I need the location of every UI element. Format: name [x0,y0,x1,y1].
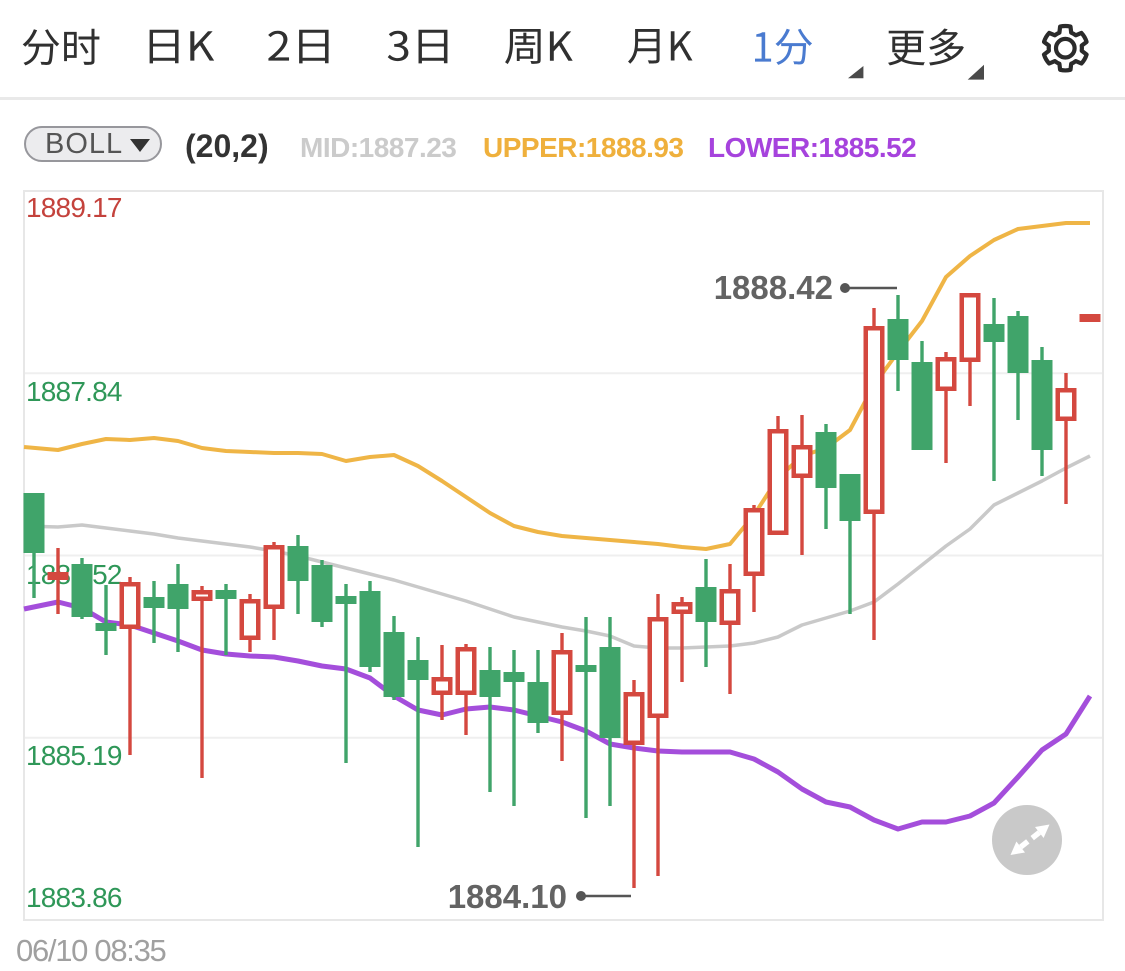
svg-text:1889.17: 1889.17 [26,192,122,223]
svg-text:1888.42: 1888.42 [714,269,833,306]
svg-text:1883.86: 1883.86 [26,882,122,913]
svg-text:1884.10: 1884.10 [448,878,567,915]
svg-text:1885.19: 1885.19 [26,740,122,771]
svg-text:06/10 08:35: 06/10 08:35 [16,933,166,968]
svg-text:1887.84: 1887.84 [26,376,122,407]
